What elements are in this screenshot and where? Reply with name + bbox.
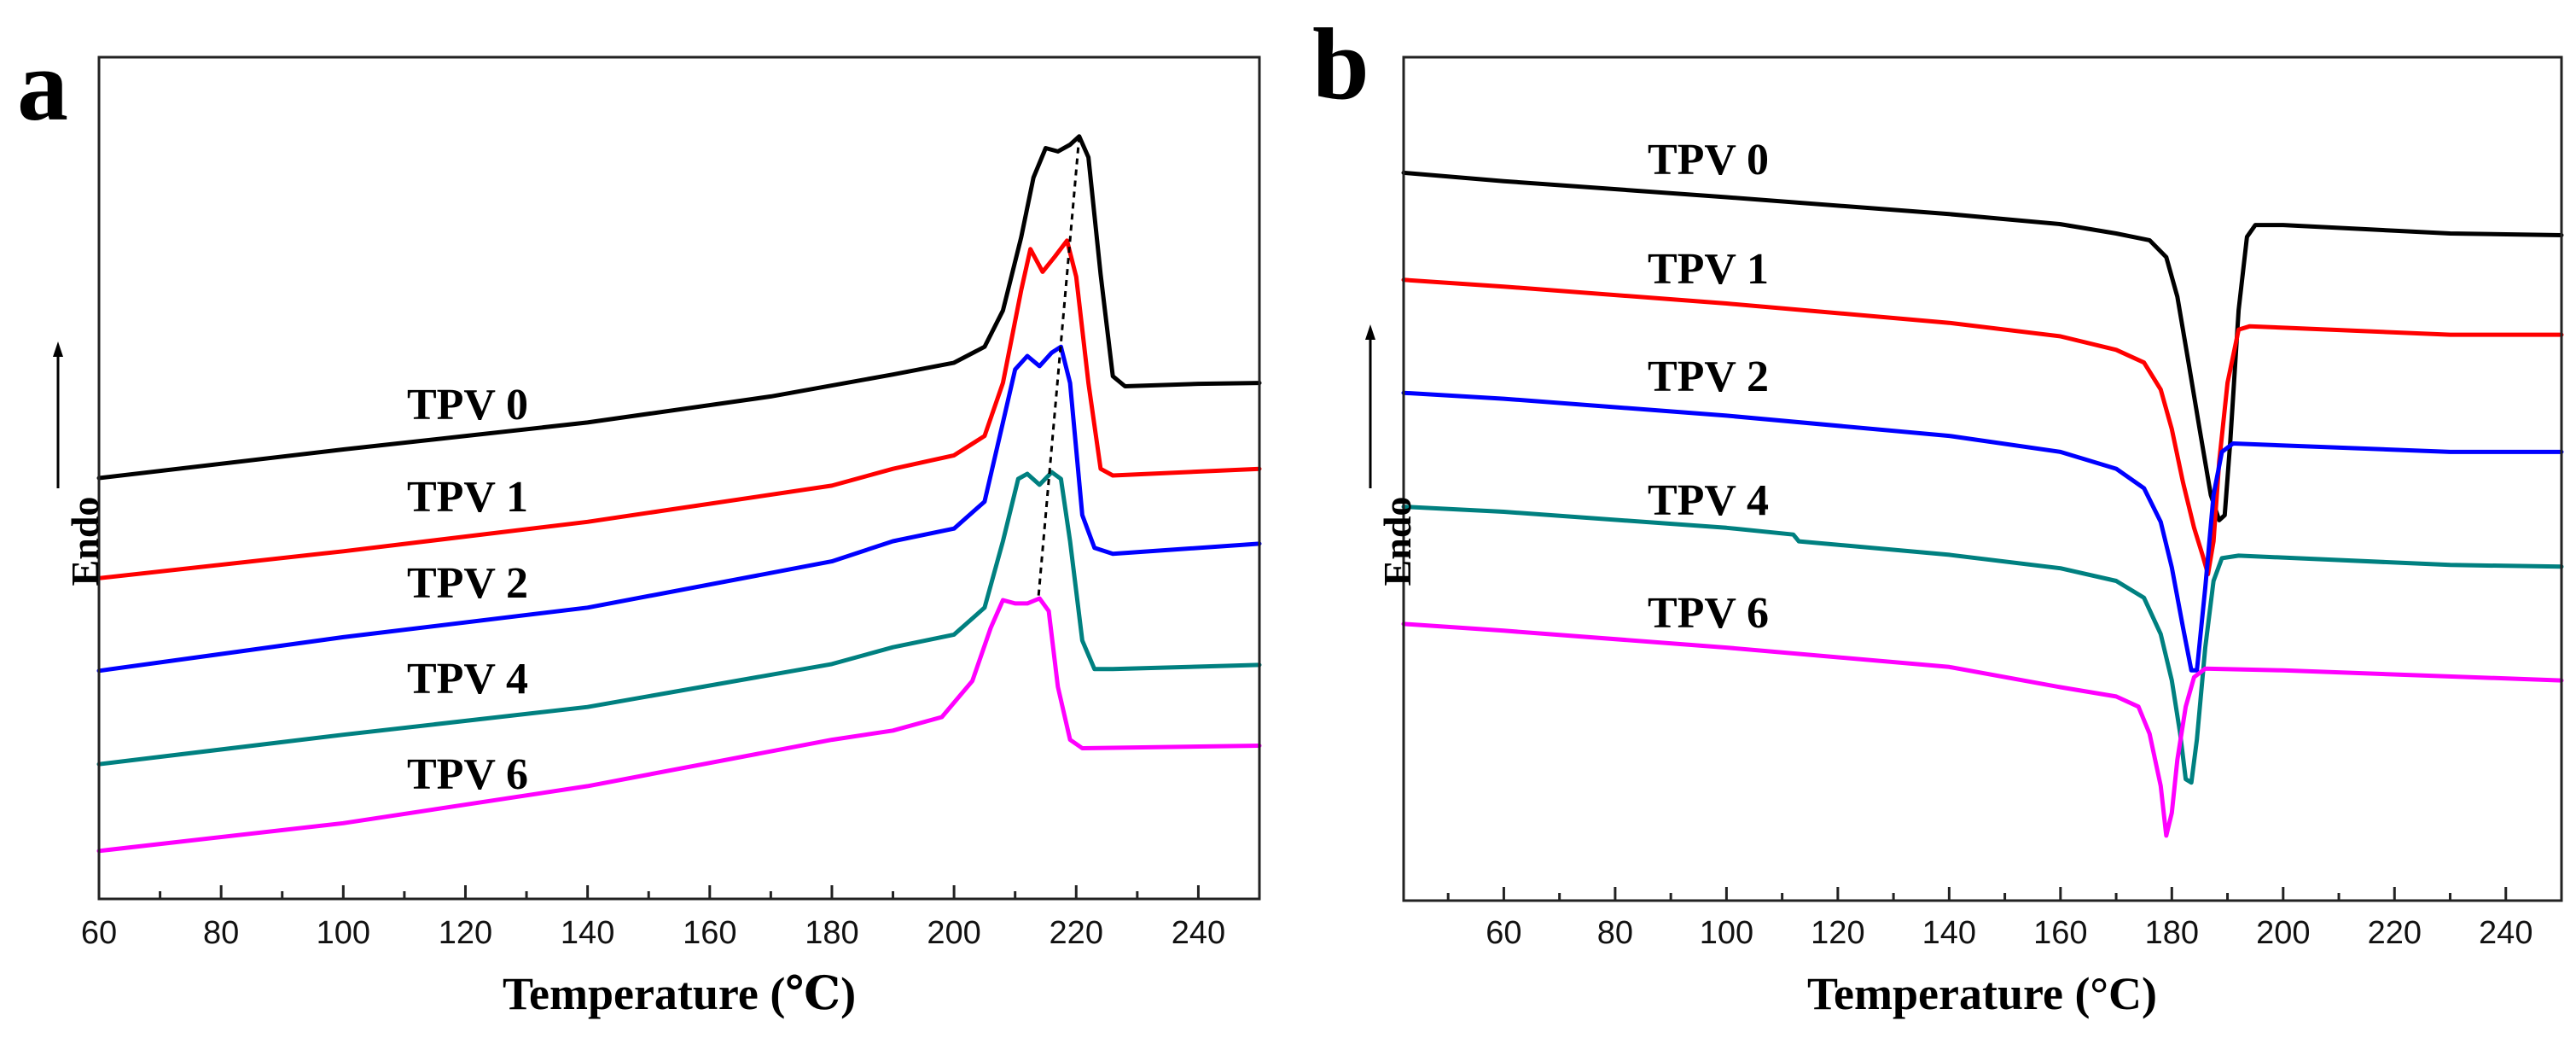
panel-b-crystallization-curves: b TPV 0 TPV 1 TPV 2 TPV 4 TPV 6 60 80 100 120 140 1… bbox=[1312, 7, 2564, 1019]
x-tick-label: 180 bbox=[2145, 915, 2199, 951]
x-tick-label: 160 bbox=[2033, 915, 2087, 951]
x-tick-label: 140 bbox=[1922, 915, 1976, 951]
series-label: TPV 0 bbox=[407, 381, 528, 429]
x-tick-label: 240 bbox=[1172, 915, 1225, 951]
series-label: TPV 1 bbox=[407, 473, 528, 522]
series-label: TPV 0 bbox=[1648, 136, 1769, 184]
x-tick-label: 160 bbox=[683, 915, 736, 951]
x-tick-label: 80 bbox=[1597, 915, 1633, 951]
series-line-tpv-1 bbox=[96, 238, 1262, 580]
series-line-tpv-2 bbox=[96, 344, 1262, 674]
series-label: TPV 4 bbox=[1648, 476, 1769, 525]
x-tick-label: 60 bbox=[81, 915, 117, 951]
x-tick-label: 140 bbox=[561, 915, 614, 951]
series-line-tpv-0 bbox=[1401, 170, 2564, 522]
series-line-tpv-1 bbox=[1401, 277, 2564, 577]
y-axis-title: Endo bbox=[63, 497, 107, 586]
x-tick-label: 80 bbox=[203, 915, 239, 951]
panel-letter: a bbox=[17, 28, 68, 142]
series-line-tpv-0 bbox=[96, 134, 1262, 481]
series-label: TPV 4 bbox=[407, 655, 528, 703]
endo-arrow-up-icon bbox=[53, 341, 63, 357]
x-axis-title: Temperature (°C) bbox=[1807, 968, 2157, 1019]
series-line-tpv-4 bbox=[96, 470, 1262, 767]
series-label: TPV 2 bbox=[1648, 353, 1769, 401]
x-tick-label: 220 bbox=[2368, 915, 2422, 951]
y-axis-title: Endo bbox=[1375, 497, 1419, 586]
series-line-tpv-6 bbox=[96, 596, 1262, 854]
series-label: TPV 6 bbox=[407, 750, 528, 799]
x-tick-label: 240 bbox=[2479, 915, 2532, 951]
axes-frame bbox=[97, 55, 1261, 901]
x-tick-label: 200 bbox=[927, 915, 980, 951]
series-line-tpv-4 bbox=[1401, 505, 2564, 785]
panel-letter: b bbox=[1312, 7, 1369, 120]
series-line-tpv-2 bbox=[1401, 390, 2564, 673]
series-label: TPV 6 bbox=[1648, 589, 1769, 638]
x-tick-label: 180 bbox=[805, 915, 858, 951]
series-label: TPV 1 bbox=[1648, 245, 1769, 294]
endo-arrow-up-icon bbox=[1365, 324, 1375, 340]
panel-a-melting-curves: a TPV 0 TPV 1 TPV 2 TPV 4 TPV 6 60 80 100 120 140 1… bbox=[17, 28, 1262, 1019]
x-tick-label: 200 bbox=[2256, 915, 2310, 951]
series-label: TPV 2 bbox=[407, 559, 528, 608]
x-axis-title: Temperature (℃) bbox=[503, 968, 856, 1019]
x-tick-label: 60 bbox=[1486, 915, 1521, 951]
x-tick-label: 120 bbox=[439, 915, 492, 951]
x-tick-label: 100 bbox=[1700, 915, 1753, 951]
x-tick-label: 120 bbox=[1811, 915, 1864, 951]
series-line-tpv-6 bbox=[1401, 621, 2564, 838]
x-tick-label: 220 bbox=[1050, 915, 1103, 951]
x-tick-label: 100 bbox=[317, 915, 370, 951]
axes-frame bbox=[1402, 55, 2563, 902]
